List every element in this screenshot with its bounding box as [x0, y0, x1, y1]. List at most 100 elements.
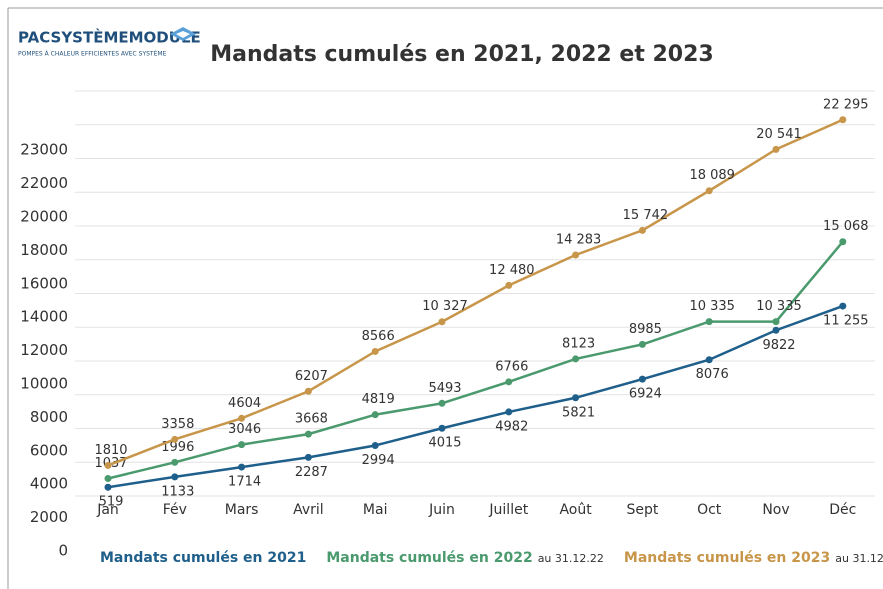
data-label: 1133 [161, 484, 194, 499]
point [171, 435, 179, 443]
data-label: 11 255 [823, 314, 869, 329]
y-tick-label: 0 [58, 542, 68, 560]
data-label: 10 335 [756, 299, 802, 314]
point [104, 483, 112, 491]
logo-name: PACSYSTÈMEMODULE [18, 28, 201, 47]
point [238, 414, 246, 422]
x-tick-label: Août [559, 502, 592, 518]
point [772, 318, 780, 326]
data-label: 4819 [362, 392, 395, 407]
point [572, 394, 580, 402]
point [371, 441, 379, 449]
data-label: 1714 [228, 475, 261, 490]
point [304, 453, 312, 461]
y-tick-label: 2000 [30, 508, 68, 526]
data-label: 6766 [495, 359, 528, 374]
data-label: 6207 [295, 369, 328, 384]
y-tick-label: 23000 [20, 141, 68, 159]
series-line [107, 118, 844, 467]
data-label: 20 541 [756, 127, 802, 142]
point [304, 387, 312, 395]
x-tick-label: Sept [626, 502, 658, 518]
data-label: 3046 [228, 422, 261, 437]
point [572, 355, 580, 363]
point [505, 378, 513, 386]
data-label: 2287 [295, 465, 328, 480]
x-tick-label: Mars [225, 502, 259, 518]
point [304, 430, 312, 438]
legend-note: au 31.12.22 [538, 552, 604, 565]
point [171, 458, 179, 466]
point [371, 347, 379, 355]
point [705, 187, 713, 195]
logo-icon [170, 27, 196, 41]
legend-entry: Mandats cumulés en 2021 [100, 550, 306, 566]
x-tick-label: Nov [762, 502, 789, 518]
point [238, 441, 246, 449]
legend-entry: Mandats cumulés en 2023 [624, 550, 830, 566]
point [638, 340, 646, 348]
y-tick-label: 8000 [30, 408, 68, 426]
data-label: 10 327 [422, 299, 468, 314]
x-tick-label: Fév [163, 502, 187, 518]
y-tick-label: 22000 [20, 174, 68, 192]
x-tick-label: Juin [428, 502, 455, 518]
x-tick-label: Jan [96, 502, 119, 518]
data-label: 15 742 [623, 208, 669, 223]
point [839, 116, 847, 124]
data-label: 2994 [362, 453, 395, 468]
data-label: 8123 [562, 336, 595, 351]
data-label: 3668 [295, 412, 328, 427]
y-tick-label: 16000 [20, 274, 68, 292]
y-tick-label: 6000 [30, 441, 68, 459]
data-label: 22 295 [823, 97, 869, 112]
data-label: 15 068 [823, 219, 869, 234]
x-tick-label: Mai [363, 502, 388, 518]
point [638, 226, 646, 234]
point [505, 408, 513, 416]
x-tick-label: Oct [697, 502, 722, 518]
point [772, 145, 780, 153]
point [705, 356, 713, 364]
data-label: 3358 [161, 417, 194, 432]
y-tick-label: 18000 [20, 241, 68, 259]
series-line [107, 304, 844, 489]
data-label: 1996 [161, 440, 194, 455]
point [572, 251, 580, 259]
y-tick-label: 10000 [20, 375, 68, 393]
point [438, 399, 446, 407]
y-tick-label: 20000 [20, 208, 68, 226]
point [438, 318, 446, 326]
x-tick-label: Avril [293, 502, 324, 518]
point [171, 473, 179, 481]
data-label: 10 335 [689, 299, 735, 314]
data-label: 4015 [428, 436, 461, 451]
logo-tagline: POMPES À CHALEUR EFFICIENTES AVEC SYSTÈM… [18, 50, 167, 58]
point [104, 461, 112, 469]
point [438, 424, 446, 432]
x-tick-label: Juillet [488, 502, 528, 518]
point [505, 281, 513, 289]
point [839, 238, 847, 246]
point [705, 318, 713, 326]
point [238, 463, 246, 471]
series-line [107, 240, 844, 480]
data-label: 8985 [629, 322, 662, 337]
data-label: 4982 [495, 419, 528, 434]
point [839, 302, 847, 310]
legend-note: au 31.12.23 [835, 552, 883, 565]
data-label: 8566 [362, 329, 395, 344]
y-tick-label: 12000 [20, 341, 68, 359]
legend-entry: Mandats cumulés en 2022 [326, 550, 532, 566]
y-tick-label: 14000 [20, 308, 68, 326]
point [371, 411, 379, 419]
data-label: 1810 [94, 443, 127, 458]
data-label: 519 [99, 495, 124, 510]
point [772, 326, 780, 334]
data-label: 4604 [228, 396, 261, 411]
point [104, 475, 112, 483]
chart-title: Mandats cumulés en 2021, 2022 et 2023 [210, 42, 713, 67]
data-label: 14 283 [556, 232, 602, 247]
data-label: 6924 [629, 387, 662, 402]
